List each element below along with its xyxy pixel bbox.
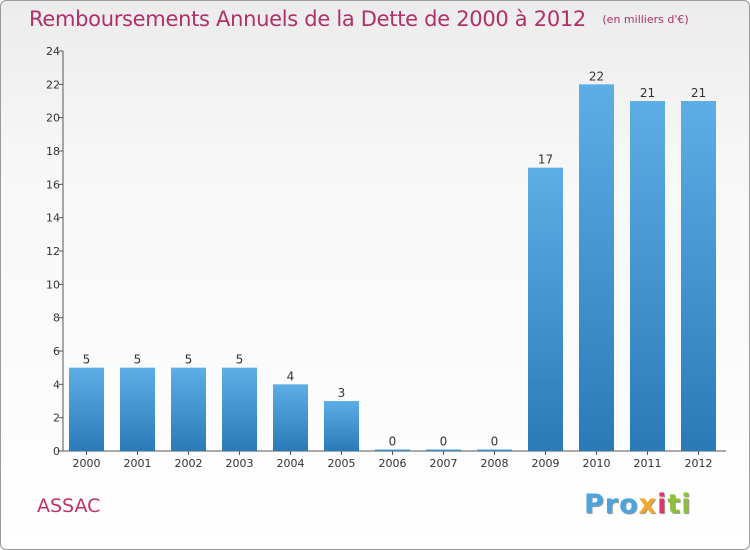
value-label-2011: 21 bbox=[640, 86, 655, 100]
bar-2005 bbox=[324, 401, 359, 451]
chart-title-text: Remboursements Annuels de la Dette de 20… bbox=[29, 7, 586, 31]
x-tick-label-2004: 2004 bbox=[277, 457, 305, 470]
y-tick-label: 6 bbox=[53, 345, 60, 358]
value-label-2008: 0 bbox=[491, 435, 499, 449]
chart-unit-note: (en milliers d'€) bbox=[602, 13, 689, 26]
value-label-2010: 22 bbox=[589, 69, 604, 83]
value-label-2003: 5 bbox=[236, 353, 244, 367]
x-tick-label-2011: 2011 bbox=[634, 457, 662, 470]
x-tick-label-2010: 2010 bbox=[583, 457, 611, 470]
bar-2010 bbox=[579, 84, 614, 451]
value-label-2009: 17 bbox=[538, 153, 553, 167]
bar-series: 5 5 5 5 4 3 0 0 0 17 22 21 21 bbox=[69, 69, 716, 451]
value-label-2007: 0 bbox=[440, 435, 448, 449]
y-tick-label: 20 bbox=[46, 112, 60, 125]
value-label-2001: 5 bbox=[134, 353, 142, 367]
x-tick-label-2012: 2012 bbox=[685, 457, 713, 470]
x-tick-label-2003: 2003 bbox=[226, 457, 254, 470]
x-tick-label-2000: 2000 bbox=[73, 457, 101, 470]
y-tick-label: 22 bbox=[46, 78, 60, 91]
bar-2007 bbox=[426, 449, 461, 451]
x-tick-label-2007: 2007 bbox=[430, 457, 458, 470]
x-tick-label-2006: 2006 bbox=[379, 457, 407, 470]
y-tick-label: 12 bbox=[46, 245, 60, 258]
value-label-2000: 5 bbox=[83, 353, 91, 367]
commune-name: ASSAC bbox=[37, 495, 101, 517]
logo-part-3: i bbox=[657, 489, 668, 520]
x-tick-label-2001: 2001 bbox=[124, 457, 152, 470]
x-tick-label-2009: 2009 bbox=[532, 457, 560, 470]
y-tick-label: 10 bbox=[46, 278, 60, 291]
y-tick-label: 14 bbox=[46, 212, 60, 225]
value-label-2002: 5 bbox=[185, 353, 193, 367]
bar-2000 bbox=[69, 367, 104, 451]
y-tick-label: 18 bbox=[46, 145, 60, 158]
bar-2008 bbox=[477, 449, 512, 451]
bar-2011 bbox=[630, 101, 665, 451]
y-tick-label: 2 bbox=[53, 412, 60, 425]
value-label-2005: 3 bbox=[338, 386, 346, 400]
value-label-2004: 4 bbox=[287, 369, 295, 383]
bar-2012 bbox=[681, 101, 716, 451]
bar-2003 bbox=[222, 367, 257, 451]
x-axis: 2000 2001 2002 2003 2004 2005 2006 2007 2008 2009… bbox=[63, 450, 726, 470]
value-label-2006: 0 bbox=[389, 435, 397, 449]
x-tick-label-2008: 2008 bbox=[481, 457, 509, 470]
y-tick-label: 16 bbox=[46, 178, 60, 191]
bar-2004 bbox=[273, 384, 308, 451]
y-tick-label: 24 bbox=[46, 45, 60, 58]
logo-part-4: ti bbox=[667, 489, 692, 520]
y-tick-label: 4 bbox=[53, 378, 60, 391]
bar-2006 bbox=[375, 449, 410, 451]
value-label-2012: 21 bbox=[691, 86, 706, 100]
chart-title: Remboursements Annuels de la Dette de 20… bbox=[29, 7, 689, 31]
bar-2009 bbox=[528, 167, 563, 451]
logo-part-2: x bbox=[638, 489, 658, 520]
bar-2002 bbox=[171, 367, 206, 451]
y-tick-label: 0 bbox=[53, 445, 60, 458]
logo-part-1: Pro bbox=[584, 489, 639, 520]
x-tick-label-2005: 2005 bbox=[328, 457, 356, 470]
bar-2001 bbox=[120, 367, 155, 451]
proxiti-logo: Proxiti bbox=[584, 489, 692, 520]
x-tick-label-2002: 2002 bbox=[175, 457, 203, 470]
y-tick-label: 8 bbox=[53, 312, 60, 325]
